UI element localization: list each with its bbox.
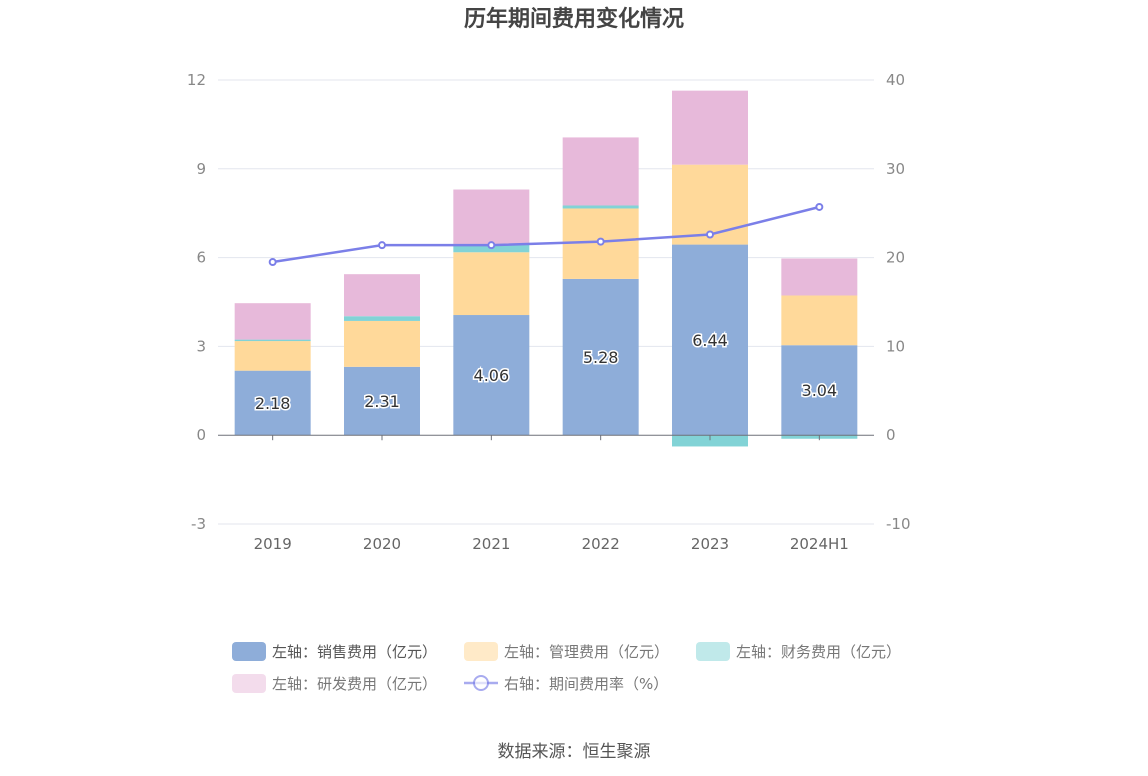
bar-segment [672, 244, 748, 436]
x-axis-tick-label: 2020 [363, 535, 401, 553]
legend-item[interactable]: 左轴：管理费用（亿元） [464, 642, 669, 661]
right-axis-tick-label: 20 [886, 249, 905, 267]
x-axis-ticks: 2019 2020 2021 2022 2023 2024H1 [254, 435, 849, 553]
legend-label: 左轴：管理费用（亿元） [504, 643, 669, 661]
rate-line [272, 205, 820, 264]
bar-segment [562, 205, 639, 209]
left-axis-tick-label: 6 [196, 249, 206, 267]
chart-title: 历年期间费用变化情况 [464, 6, 684, 32]
right-axis-tick-label: 10 [886, 337, 905, 355]
bar-segment [453, 189, 530, 245]
bars-group [234, 90, 858, 447]
bar-segment [672, 435, 748, 447]
bar-segment [234, 303, 311, 340]
bar-segment [672, 90, 748, 165]
legend-item[interactable]: 左轴：财务费用（亿元） [696, 642, 901, 661]
rate-point [815, 202, 824, 211]
left-axis-tick-label: 9 [196, 160, 206, 178]
bar-value-label: 2.18 [255, 394, 291, 413]
bar-segment [781, 295, 858, 346]
grid-lines [218, 79, 874, 525]
bar-segment [344, 274, 420, 317]
legend-label: 右轴：期间费用率（%） [504, 675, 668, 693]
bar-value-label: 6.44 [692, 331, 728, 350]
x-axis-tick-label: 2023 [691, 535, 729, 553]
left-axis-tick-label: 12 [187, 71, 206, 89]
left-axis-tick-label: 0 [196, 426, 206, 444]
bar-segment [234, 341, 311, 371]
legend-swatch [232, 642, 266, 661]
bar-value-label: 4.06 [474, 366, 510, 385]
bar-segment [781, 345, 858, 436]
bar-segment [562, 137, 639, 206]
legend-item[interactable]: 左轴：研发费用（亿元） [232, 674, 437, 693]
bar-segment [234, 370, 311, 436]
legend-item[interactable]: 右轴：期间费用率（%） [464, 675, 668, 693]
legend-label: 左轴：财务费用（亿元） [736, 643, 901, 661]
legend-swatch [696, 642, 730, 661]
x-axis-tick-label: 2019 [254, 535, 292, 553]
legend-item[interactable]: 左轴：销售费用（亿元） [232, 642, 437, 661]
legend-label: 左轴：研发费用（亿元） [272, 675, 437, 693]
rate-point [268, 258, 277, 267]
rate-point [596, 237, 605, 246]
right-axis-tick-label: 0 [886, 426, 896, 444]
bar-value-label: 3.04 [802, 381, 838, 400]
bar-value-label: 5.28 [583, 348, 619, 367]
x-axis-tick-label: 2021 [472, 535, 510, 553]
legend-marker [473, 675, 489, 691]
right-axis-tick-label: 40 [886, 71, 905, 89]
bar-segment [234, 339, 311, 342]
right-axis-ticks: -10 0 10 20 30 40 [886, 71, 911, 533]
x-axis-tick-label: 2024H1 [790, 535, 849, 553]
bar-segment [344, 320, 420, 367]
x-axis-tick-label: 2022 [582, 535, 620, 553]
legend[interactable]: 左轴：销售费用（亿元） 左轴：管理费用（亿元） 左轴：财务费用（亿元） 左轴：研发费用… [232, 642, 901, 693]
bar-segment [344, 366, 420, 436]
legend-label: 左轴：销售费用（亿元） [272, 643, 437, 661]
bar-segment [453, 315, 530, 436]
bar-segment [562, 278, 639, 436]
bar-segment [344, 316, 420, 321]
right-axis-tick-label: 30 [886, 160, 905, 178]
rate-line-group [268, 202, 824, 267]
legend-swatch [232, 674, 266, 693]
rate-point [378, 241, 386, 250]
bar-value-label: 2.31 [364, 392, 400, 411]
bar-segment [453, 252, 530, 316]
left-axis-tick-label: 3 [196, 337, 206, 355]
rate-point [706, 230, 714, 239]
left-axis-ticks: -3 0 3 6 9 12 [187, 71, 206, 533]
data-source-note: 数据来源：恒生聚源 [498, 742, 651, 762]
bar-segment [781, 258, 858, 296]
right-axis-tick-label: -10 [886, 515, 911, 533]
left-axis-tick-label: -3 [191, 515, 206, 533]
rate-point [487, 241, 496, 250]
legend-swatch [464, 642, 498, 661]
bar-value-labels: 2.18 2.31 4.06 5.28 6.44 3.04 [253, 329, 838, 414]
